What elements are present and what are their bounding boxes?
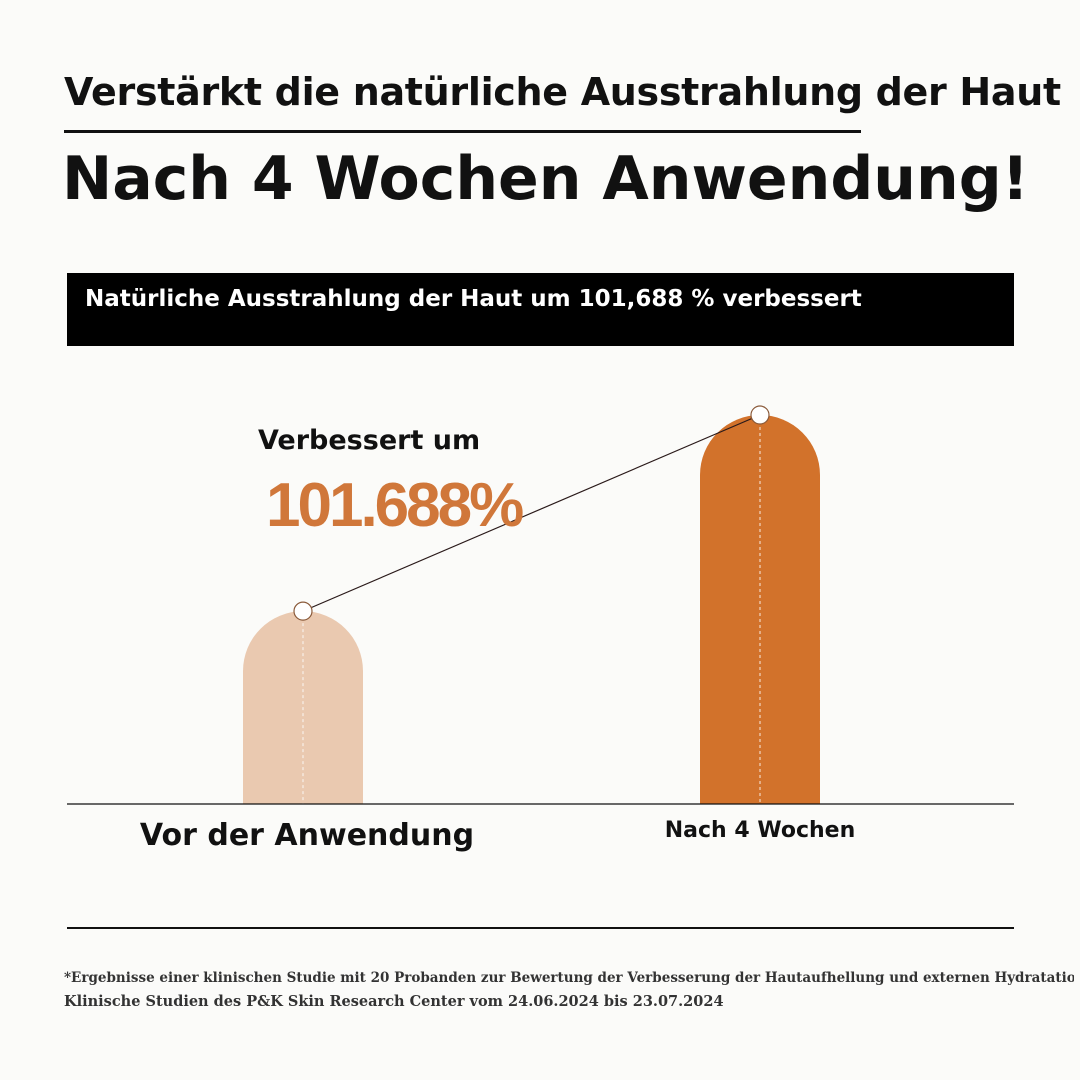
footnote-line-2: Klinische Studien des P&K Skin Research … bbox=[64, 993, 724, 1010]
footnote-line-1: *Ergebnisse einer klinischen Studie mit … bbox=[64, 970, 1074, 986]
bar-top-marker-before bbox=[293, 601, 313, 621]
trend-connector-line bbox=[302, 414, 761, 612]
bar-top-marker-after bbox=[750, 405, 770, 425]
page-title: Nach 4 Wochen Anwendung! bbox=[62, 144, 1030, 214]
footnote: *Ergebnisse einer klinischen Studie mit … bbox=[64, 966, 1074, 1014]
bottom-divider bbox=[67, 927, 1014, 929]
headline: Verstärkt die natürliche Ausstrahlung de… bbox=[64, 70, 1061, 114]
improvement-value: 101.688% bbox=[266, 471, 524, 540]
category-label-before: Vor der Anwendung bbox=[139, 818, 475, 853]
improvement-label: Verbessert um bbox=[258, 425, 481, 456]
result-banner: Natürliche Ausstrahlung der Haut um 101,… bbox=[67, 273, 1014, 346]
headline-underline bbox=[64, 130, 861, 133]
category-label-after: Nach 4 Wochen bbox=[664, 818, 856, 843]
banner-text: Natürliche Ausstrahlung der Haut um 101,… bbox=[85, 286, 862, 312]
